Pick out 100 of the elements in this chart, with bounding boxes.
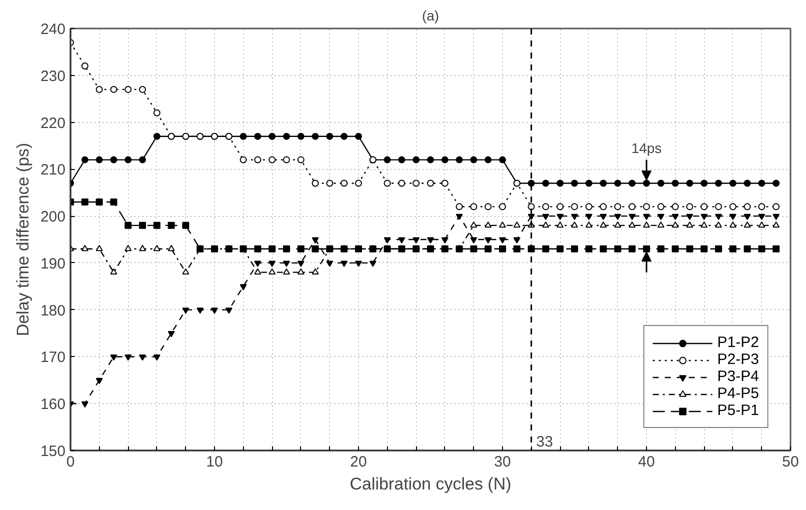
point (211, 308, 218, 314)
point (110, 268, 118, 275)
point (744, 221, 751, 228)
point (96, 244, 103, 252)
point (729, 221, 736, 228)
point (772, 180, 780, 187)
point (355, 132, 362, 140)
point (268, 268, 276, 275)
point (672, 221, 679, 228)
point (484, 203, 492, 210)
point (268, 132, 276, 140)
point (628, 245, 636, 252)
point (412, 237, 420, 244)
chart-title: (a) (422, 8, 440, 24)
point (657, 203, 664, 210)
point (182, 268, 190, 275)
point (571, 203, 578, 210)
point (542, 214, 550, 220)
point (657, 180, 664, 187)
point (772, 221, 780, 228)
legend-label: P3-P4 (717, 368, 759, 385)
point (600, 180, 607, 187)
point (542, 221, 550, 228)
point (772, 245, 780, 252)
y-tick-label: 200 (40, 208, 66, 226)
point (772, 203, 780, 210)
point (556, 180, 564, 187)
point (729, 180, 736, 187)
point (110, 86, 118, 93)
point (153, 132, 160, 140)
point (744, 214, 751, 220)
point (628, 203, 636, 210)
point (153, 244, 160, 252)
point (81, 156, 88, 164)
point (571, 214, 578, 220)
point (715, 245, 722, 252)
point (758, 245, 766, 252)
legend-label: P2-P3 (717, 351, 759, 368)
point (312, 180, 319, 187)
point (124, 222, 132, 229)
point (686, 180, 694, 187)
point (297, 268, 304, 275)
point (240, 284, 247, 290)
point (312, 132, 319, 140)
point (571, 221, 578, 228)
y-tick-label: 230 (40, 68, 66, 85)
point (628, 180, 636, 187)
point (96, 378, 103, 384)
point (686, 245, 694, 252)
point (369, 260, 376, 267)
point (297, 156, 304, 164)
point (254, 132, 262, 140)
point (657, 245, 664, 252)
point (355, 180, 362, 187)
point (484, 221, 492, 228)
point (254, 260, 262, 267)
point (240, 156, 247, 164)
point (283, 245, 290, 252)
x-tick-label: 0 (66, 454, 75, 470)
point (124, 86, 132, 93)
point (456, 156, 463, 164)
point (715, 180, 722, 187)
point (614, 214, 622, 220)
point (124, 244, 132, 252)
point (110, 156, 118, 164)
point (110, 198, 118, 206)
point (81, 62, 88, 70)
point (470, 237, 478, 244)
point (499, 245, 506, 252)
point (556, 203, 564, 210)
point (340, 260, 348, 267)
point (412, 180, 420, 187)
point (81, 401, 88, 408)
point (744, 203, 751, 210)
x-tick-label: 50 (782, 454, 799, 470)
y-tick-label: 240 (40, 21, 66, 38)
point (600, 221, 607, 228)
point (168, 331, 175, 338)
point (643, 203, 650, 210)
point (254, 268, 262, 275)
point (441, 180, 448, 187)
point (153, 109, 160, 116)
point (398, 156, 406, 164)
y-tick-label: 180 (40, 302, 66, 320)
point (297, 132, 304, 140)
point (729, 245, 736, 252)
point (585, 245, 592, 252)
point (758, 214, 766, 220)
y-tick-label: 170 (40, 349, 66, 366)
point (240, 132, 247, 140)
point (470, 156, 478, 164)
point (470, 245, 478, 252)
point (124, 354, 132, 361)
point (441, 156, 448, 164)
point (744, 245, 751, 252)
point (484, 156, 492, 164)
x-tick-label: 40 (638, 454, 655, 470)
point (700, 180, 708, 187)
y-tick-label: 150 (40, 443, 66, 460)
point (600, 214, 607, 220)
